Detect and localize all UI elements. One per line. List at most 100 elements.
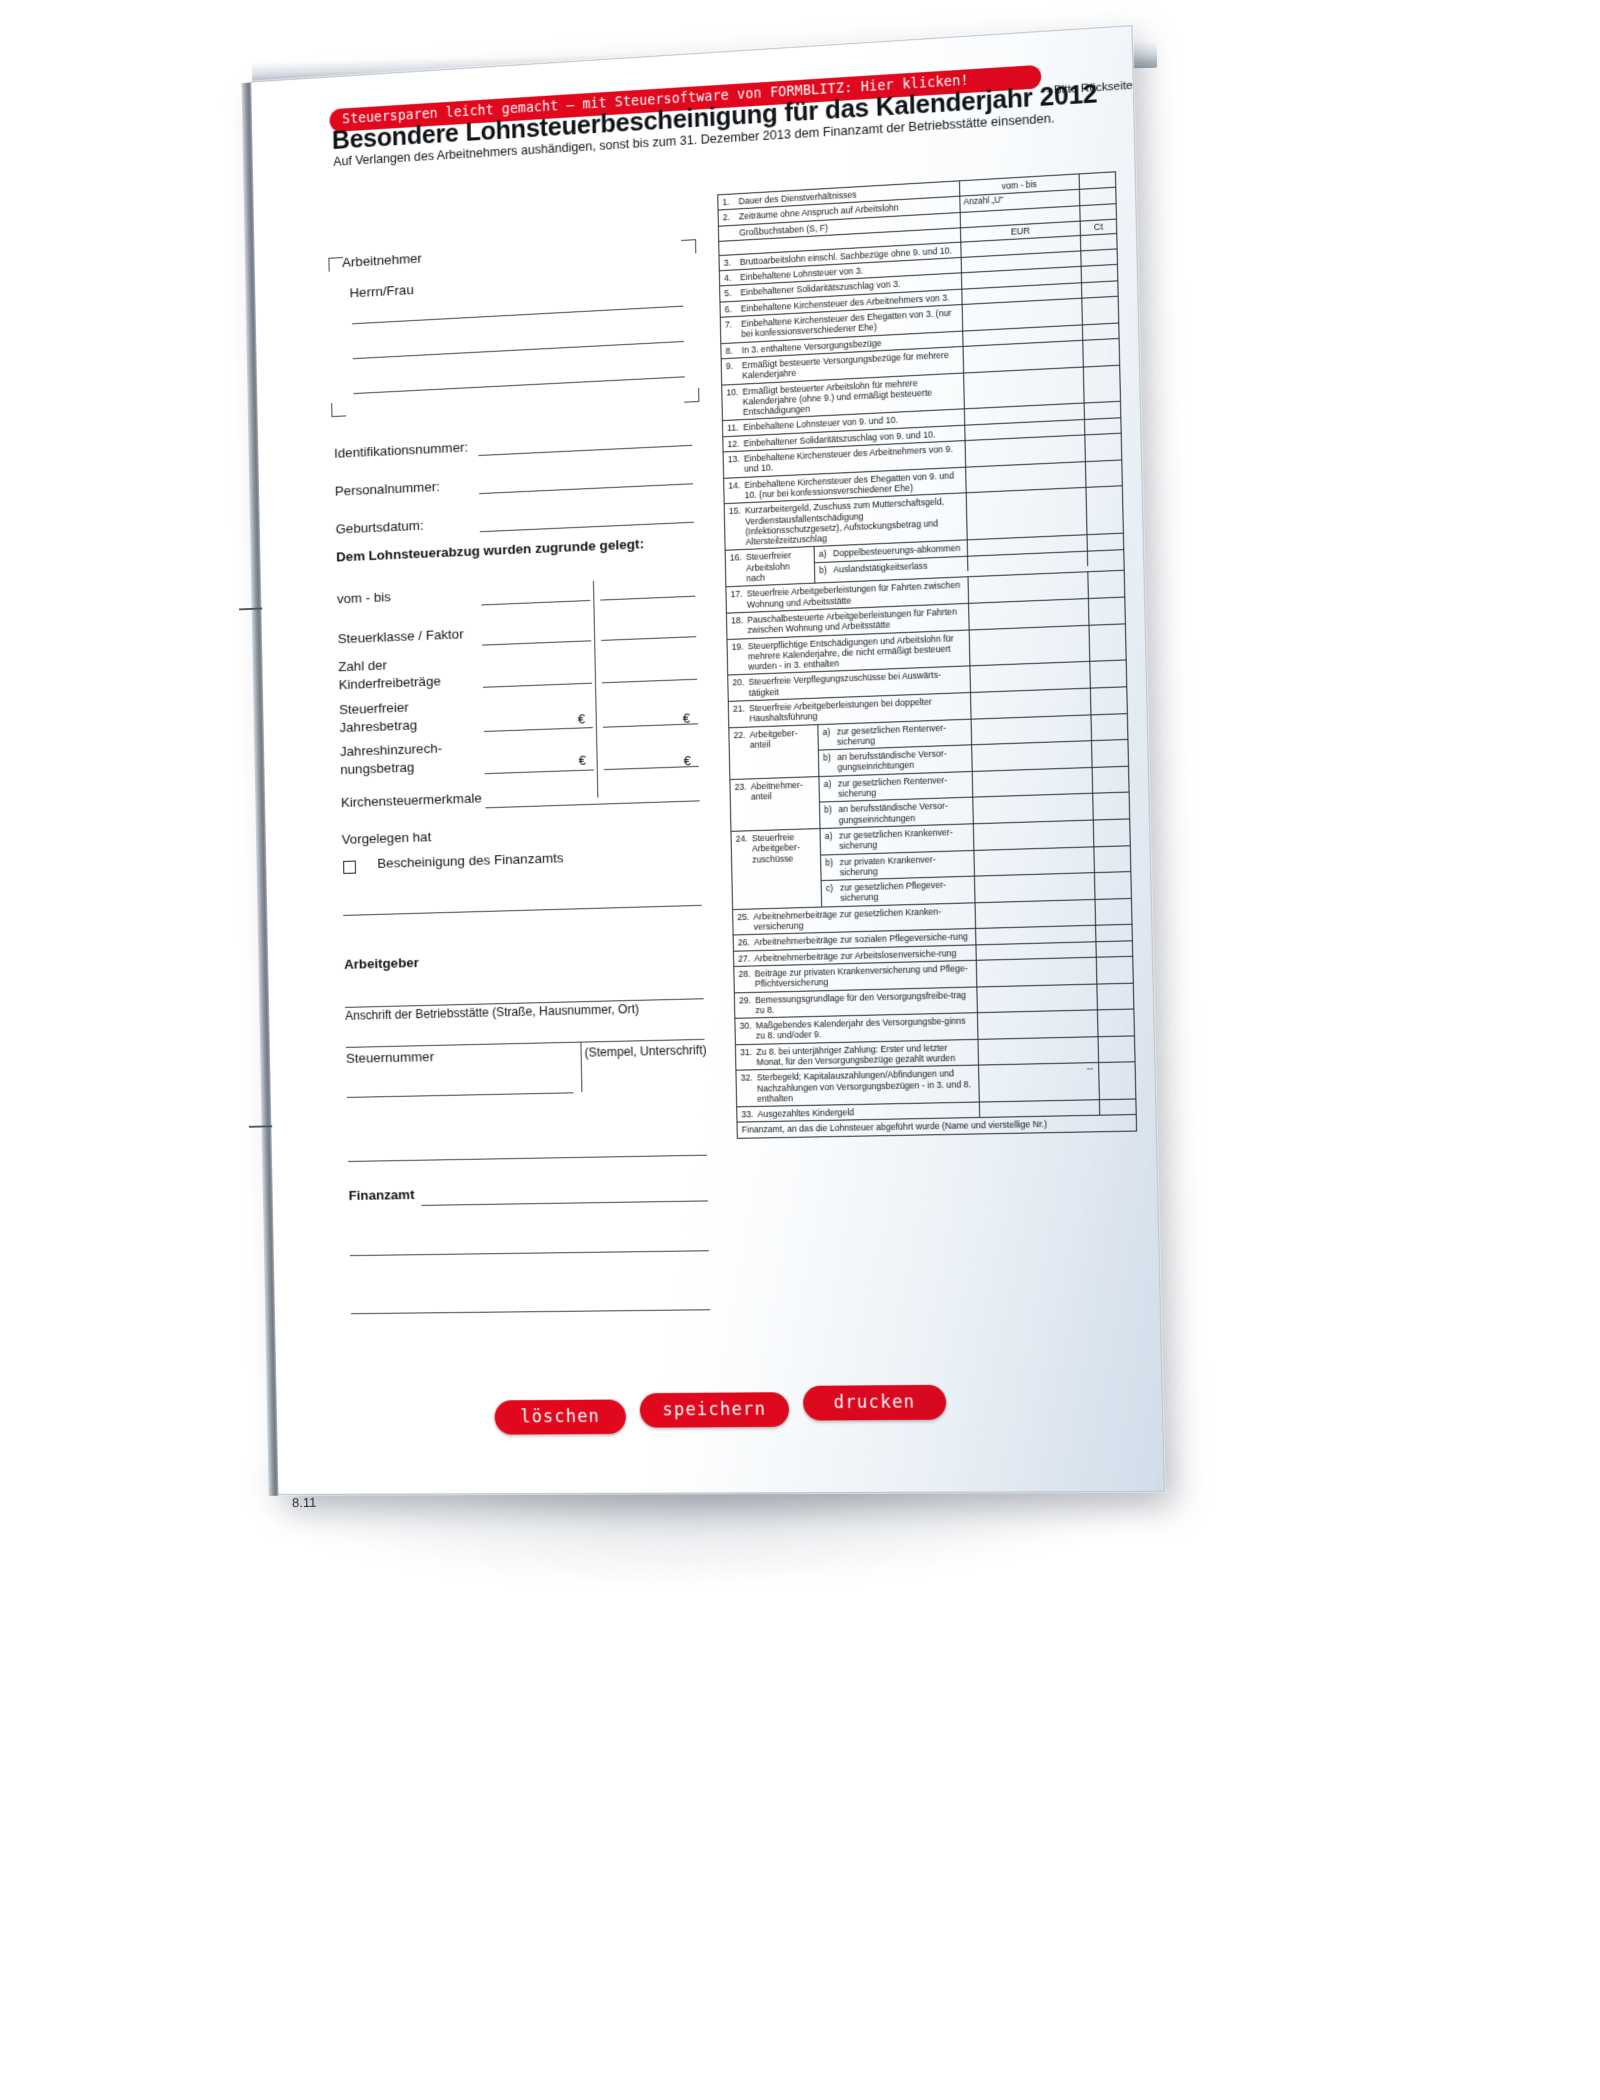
row-value-eur[interactable] (978, 1036, 1100, 1065)
row-value-eur[interactable] (966, 488, 1088, 540)
subrow-value-ct[interactable] (1094, 846, 1130, 872)
speichern-button[interactable]: speichern (639, 1392, 790, 1428)
binder-tick-bottom (249, 1125, 273, 1128)
row-value-ct[interactable] (1082, 281, 1118, 298)
row-value-ct[interactable] (1085, 434, 1121, 461)
kinderfreibetraege-input-left[interactable] (482, 682, 593, 688)
row-value-ct[interactable] (1086, 460, 1122, 487)
hinzurechnungsbetrag-input-left[interactable] (484, 769, 594, 775)
row-value-ct[interactable] (1089, 597, 1125, 624)
row-value-ct[interactable] (1090, 661, 1126, 688)
row-value-ct[interactable] (1080, 204, 1116, 221)
row-value-ct[interactable] (1082, 297, 1118, 324)
row-value-eur[interactable] (976, 941, 1097, 960)
subrow-value-eur[interactable] (974, 873, 1096, 902)
row-value-ct[interactable] (1085, 402, 1121, 418)
address-line-1[interactable] (352, 305, 684, 325)
subrow-value-eur[interactable] (973, 820, 1095, 850)
row-value-ct[interactable] (1096, 899, 1132, 925)
group-number: 22. (733, 729, 746, 740)
table-row-label: 32. Sterbegeld; Kapitalauszahlungen/Abfin… (736, 1065, 980, 1107)
row-value-ct[interactable] (1083, 339, 1119, 366)
row-value-ct[interactable] (1080, 188, 1116, 205)
row-text: Steuerpflichtige Entschädigungen und Arb… (747, 632, 954, 672)
row-value-eur[interactable] (977, 1010, 1099, 1039)
row-value-ct[interactable] (1087, 487, 1123, 535)
group-label: 22. Arbeitgeber-anteil (729, 724, 820, 779)
subrow-value-ct[interactable] (1088, 534, 1124, 550)
row-value-ct[interactable] (1082, 265, 1118, 282)
subrow-value-ct[interactable] (1093, 767, 1129, 794)
steuernummer-label: Steuernummer (345, 1048, 435, 1066)
kinderfreibetraege-input-right[interactable] (601, 678, 698, 684)
subrow-value-eur[interactable] (974, 846, 1095, 876)
row-number: 30. (739, 1020, 752, 1032)
row-value-ct[interactable] (1088, 571, 1124, 598)
vorgelegen-hat-label: Vorgelegen hat (341, 829, 432, 847)
hinzurechnungsbetrag-label-2: nungsbetrag (340, 759, 415, 778)
group-text: Abeitnehmer-anteil (750, 779, 804, 802)
row-value-eur[interactable] (975, 899, 1097, 929)
subrow-value-eur[interactable] (973, 794, 1094, 824)
drucken-button[interactable]: drucken (802, 1384, 947, 1421)
signature-line[interactable] (346, 1092, 574, 1098)
steuerklasse-label: Steuerklasse / Faktor (337, 626, 464, 647)
row-value-ct[interactable] (1084, 365, 1120, 403)
row-text: Beiträge zur privaten Krankenversicherun… (754, 962, 969, 990)
steuerklasse-input-right[interactable] (601, 636, 697, 641)
subrow-value-eur[interactable] (972, 741, 1093, 771)
bescheinigung-checkbox[interactable] (343, 860, 357, 874)
row-value-ct[interactable] (1081, 250, 1117, 267)
row-value-ct[interactable] (1099, 1063, 1135, 1100)
row-number: 32. (740, 1072, 753, 1084)
steuerklasse-input-left[interactable] (482, 640, 592, 646)
row-value-ct[interactable] (1090, 624, 1126, 661)
row-value-eur[interactable] (969, 598, 1090, 629)
row-value-ct[interactable] (1097, 957, 1133, 983)
address-line-2[interactable] (352, 340, 685, 360)
subrow-value-ct[interactable] (1093, 793, 1129, 819)
row-value-eur[interactable] (968, 572, 1089, 603)
row-value-eur[interactable] (976, 926, 1097, 944)
loeschen-button[interactable]: löschen (494, 1399, 627, 1435)
row-value-ct[interactable] (1080, 172, 1116, 189)
grid-vertical-divider (592, 580, 599, 798)
row-value-eur[interactable] (979, 1100, 1101, 1118)
row-value-eur[interactable] (971, 688, 1092, 719)
row-value-ct[interactable] (1083, 323, 1119, 340)
vom-bis-input-right[interactable] (600, 595, 696, 601)
row-value-ct[interactable] (1098, 1010, 1134, 1036)
finanzamt-input-1[interactable] (421, 1200, 708, 1206)
personalnummer-input[interactable] (479, 483, 694, 495)
group-text: Steuerfreie Arbeitgeber-zuschüsse (751, 831, 800, 865)
row-value-eur[interactable] (976, 957, 1098, 986)
row-value-ct[interactable] (1099, 1036, 1135, 1062)
row-value-ct[interactable] (1097, 983, 1133, 1009)
subrow-value-ct[interactable] (1094, 819, 1130, 845)
row-value-ct[interactable] (1096, 941, 1132, 957)
row-value-eur[interactable] (969, 625, 1091, 666)
row-number: 10. (726, 386, 739, 398)
subrow-value-ct[interactable] (1091, 714, 1127, 741)
subrow-value-ct[interactable] (1095, 872, 1131, 898)
subrow-value-eur[interactable] (972, 767, 1094, 797)
row-value-eur[interactable] (970, 662, 1091, 692)
vom-bis-input-left[interactable] (481, 599, 591, 606)
subrow-value-ct[interactable] (1092, 740, 1128, 767)
row-value-eur[interactable]: -- (979, 1063, 1100, 1102)
row-value-ct[interactable] (1091, 687, 1127, 714)
subrow-value-eur[interactable] (971, 714, 1093, 745)
document-sheet-wrapper: Steuersparen leicht gemacht – mit Steuer… (239, 25, 1174, 1509)
row-number: 14. (728, 479, 741, 491)
subrow-letter: b) (819, 564, 828, 575)
row-value-ct[interactable] (1100, 1100, 1136, 1115)
row-value-ct[interactable] (1096, 925, 1132, 941)
row-value-eur[interactable] (977, 984, 1098, 1013)
steuerfreier-jahresbetrag-input-left[interactable] (483, 727, 593, 732)
row-value-ct[interactable] (1081, 234, 1117, 251)
row-value-eur[interactable] (966, 461, 1087, 493)
row-value-ct[interactable] (1085, 418, 1121, 434)
table-row-label: 30. Maßgebendes Kalenderjahr des Versorgu… (735, 1013, 979, 1044)
row-value-eur[interactable] (964, 367, 1085, 409)
address-line-3[interactable] (353, 376, 685, 395)
